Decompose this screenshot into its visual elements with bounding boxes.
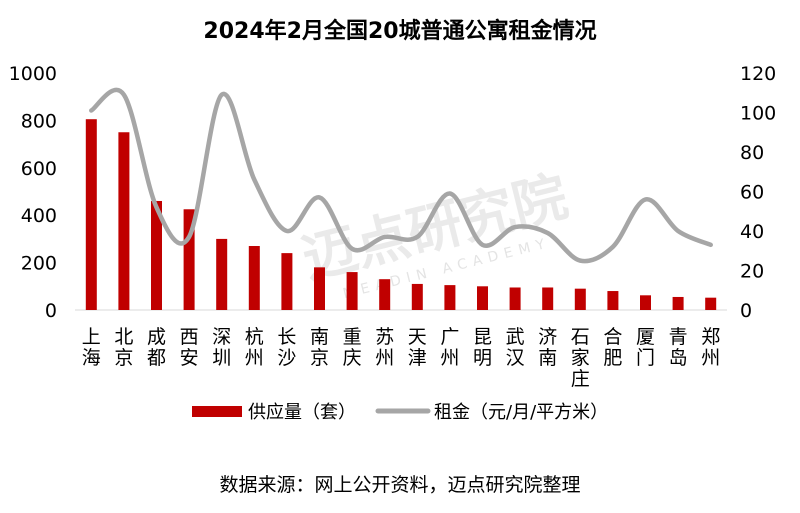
legend-label-supply: 供应量（套） [248,402,356,423]
category-label: 西安 [180,326,199,369]
category-label: 郑州 [701,326,720,369]
category-label: 长沙 [277,326,296,369]
legend-swatch-bar [192,406,242,417]
bar-supply [183,209,195,310]
right-axis-ticks: 0 20 40 60 80 100 120 [740,63,776,322]
bar-supply [444,285,456,310]
bar-supply [640,295,651,310]
left-tick-label: 800 [21,110,57,132]
bar-supply [477,286,488,310]
bar-supply [314,267,325,310]
bar-supply [705,297,717,310]
bar-supply [346,272,358,310]
chart-title: 2024年2月全国20城普通公寓租金情况 [203,18,596,44]
bar-supply [411,283,423,310]
bar-supply [281,253,293,310]
left-tick-label: 200 [21,253,57,275]
category-label: 上海 [82,326,101,369]
bar-supply [574,288,586,310]
right-tick-label: 120 [740,63,776,85]
bar-supply [542,287,554,310]
category-label: 天津 [408,326,427,369]
right-tick-label: 100 [740,103,776,125]
watermark: 迈点研究院 MEADIN ACADEMY [296,165,573,303]
left-tick-label: 400 [21,205,57,227]
right-tick-label: 60 [740,182,764,204]
bar-supply [151,200,162,310]
bar-supply [216,238,228,310]
bar-supply [248,246,260,310]
source-note: 数据来源：网上公开资料，迈点研究院整理 [219,474,580,496]
category-label: 杭州 [245,326,264,369]
left-tick-label: 0 [45,300,57,322]
category-label: 北京 [114,326,133,369]
category-label: 昆明 [473,326,492,369]
bar-supply [672,296,684,310]
left-tick-label: 1000 [9,63,57,85]
category-label: 苏州 [375,326,394,369]
right-tick-label: 80 [740,142,764,164]
category-label: 武汉 [506,326,525,369]
right-tick-label: 20 [740,261,764,283]
bar-supply [379,279,391,310]
right-tick-label: 40 [740,221,764,243]
line-rent [89,87,713,264]
category-label: 重庆 [343,326,362,369]
left-axis-ticks: 0 200 400 600 800 1000 [9,63,57,322]
category-label: 厦门 [636,326,655,369]
category-label: 合肥 [603,326,622,369]
plot-area [75,87,727,311]
category-labels: 上海北京成都西安深圳杭州长沙南京重庆苏州天津广州昆明武汉济南石家庄合肥厦门青岛郑… [82,326,720,390]
category-label: 青岛 [669,326,688,369]
bar-supply [118,132,130,310]
left-tick-label: 600 [21,158,57,180]
category-label: 广州 [440,326,459,369]
right-tick-label: 0 [740,300,752,322]
category-label: 石家庄 [571,326,590,390]
category-label: 成都 [147,326,166,369]
bar-supply [509,287,521,310]
category-label: 深圳 [212,326,231,369]
legend: 供应量（套） 租金（元/月/平方米） [192,402,608,423]
bar-supply [607,291,619,310]
category-label: 济南 [538,326,557,369]
legend-label-rent: 租金（元/月/平方米） [434,402,608,423]
bar-supply [85,119,97,310]
category-label: 南京 [310,326,329,369]
